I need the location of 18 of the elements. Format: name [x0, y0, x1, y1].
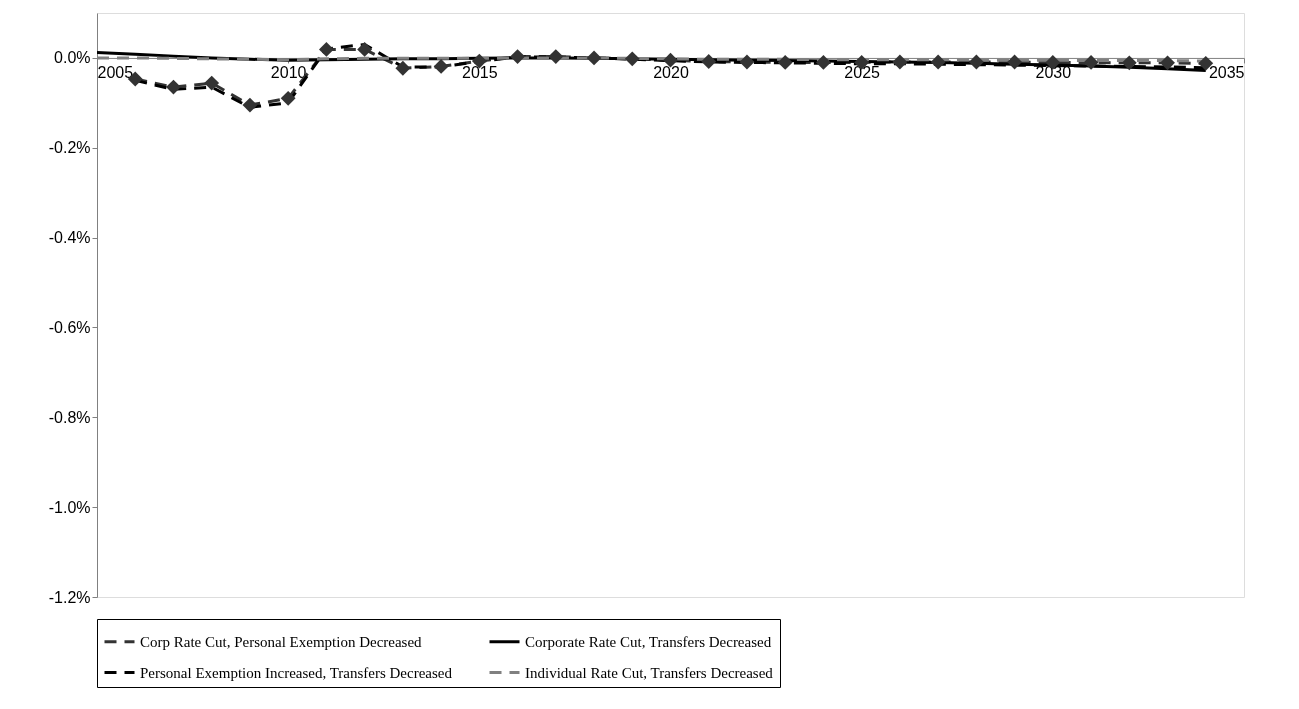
y-tick-label: 0.0%: [54, 49, 91, 67]
legend-label: Individual Rate Cut, Transfers Decreased: [525, 664, 774, 681]
legend-label: Corporate Rate Cut, Transfers Decreased: [525, 633, 772, 650]
y-tick-label: -1.0%: [48, 498, 91, 516]
y-tick-label: -0.2%: [48, 139, 91, 157]
x-tick-label: 2005: [97, 64, 134, 82]
y-tick-label: -0.8%: [48, 408, 91, 426]
x-tick-label: 2035: [1208, 64, 1245, 82]
x-tick-label: 2010: [270, 64, 307, 82]
x-tick-label: 2020: [653, 64, 689, 82]
x-tick-label: 2030: [1035, 64, 1072, 82]
y-tick-label: -0.6%: [48, 318, 91, 336]
x-tick-label: 2025: [844, 64, 881, 82]
x-tick-label: 2015: [462, 64, 498, 82]
legend-label: Personal Exemption Increased, Transfers Decreased: [140, 664, 453, 681]
legend-label: Corp Rate Cut, Personal Exemption Decreased: [140, 633, 423, 650]
y-tick-label: -0.4%: [48, 229, 91, 247]
y-tick-label: -1.2%: [48, 588, 91, 606]
